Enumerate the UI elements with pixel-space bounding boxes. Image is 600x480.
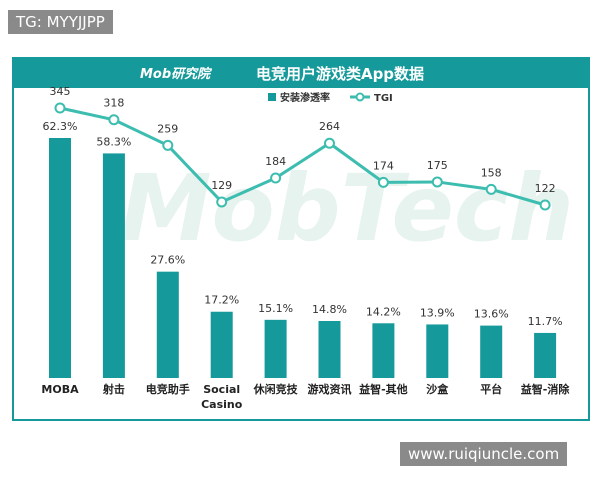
bar bbox=[372, 323, 395, 378]
data-label: 15.1% bbox=[258, 302, 293, 315]
data-label: 17.2% bbox=[204, 294, 239, 307]
x-tick-label: 益智-其他 bbox=[359, 383, 408, 396]
data-label: 318 bbox=[103, 97, 124, 110]
data-label: 129 bbox=[211, 179, 232, 192]
tgi-line bbox=[59, 106, 546, 207]
x-tick-label: 益智-消除 bbox=[520, 383, 570, 396]
x-tick-label: 沙盒 bbox=[426, 383, 449, 396]
data-label: 11.7% bbox=[528, 315, 563, 328]
tgi-point bbox=[377, 176, 389, 188]
tgi-point bbox=[431, 176, 443, 188]
data-label: 58.3% bbox=[96, 135, 131, 148]
data-label: 264 bbox=[319, 120, 340, 133]
tgi-point bbox=[485, 183, 497, 195]
tgi-point bbox=[539, 199, 551, 211]
data-label: 62.3% bbox=[43, 120, 78, 133]
x-tick-label: 休闲竞技 bbox=[253, 383, 298, 396]
data-label: 174 bbox=[373, 159, 394, 172]
data-label: 345 bbox=[50, 85, 71, 98]
logo: Mob研究院 bbox=[140, 66, 213, 82]
bar bbox=[480, 325, 503, 378]
x-tick-label: 电竞助手 bbox=[145, 383, 190, 396]
bar bbox=[102, 153, 125, 378]
data-label: 259 bbox=[157, 122, 178, 135]
watermark: TG: MYYJJPP bbox=[8, 10, 113, 34]
x-tick-label: MOBA bbox=[41, 383, 79, 396]
data-label: 14.8% bbox=[312, 303, 347, 316]
tgi-point bbox=[216, 196, 228, 208]
bar bbox=[318, 320, 341, 378]
legend-swatch bbox=[268, 93, 276, 101]
bar bbox=[210, 311, 233, 378]
data-label: 27.6% bbox=[150, 254, 185, 267]
tgi-point bbox=[54, 102, 66, 114]
legend-label: 安装渗透率 bbox=[280, 91, 330, 104]
chart-title: 电竞用户游戏类App数据 bbox=[256, 65, 424, 83]
tgi-point bbox=[324, 137, 335, 149]
data-label: 14.2% bbox=[366, 305, 401, 318]
data-label: 175 bbox=[427, 159, 448, 172]
data-label: 122 bbox=[535, 182, 556, 195]
tgi-point bbox=[108, 114, 120, 126]
bar bbox=[49, 138, 71, 378]
x-tick-label: 射击 bbox=[102, 383, 125, 396]
tgi-point bbox=[270, 172, 282, 184]
x-tick-label: Social Casino bbox=[201, 383, 243, 411]
data-label: 13.6% bbox=[474, 308, 509, 321]
tgi-point bbox=[162, 139, 174, 151]
x-tick-label: 平台 bbox=[480, 383, 503, 396]
bar bbox=[156, 271, 179, 378]
bar bbox=[264, 319, 287, 378]
x-tick-label: 游戏资讯 bbox=[307, 383, 352, 396]
background-watermark: MobTech bbox=[120, 155, 574, 262]
bar bbox=[534, 332, 557, 378]
title-band bbox=[13, 58, 589, 88]
legend-label: TGI bbox=[374, 93, 393, 104]
footer-url: www.ruiqiuncle.com bbox=[400, 442, 568, 466]
bar bbox=[426, 324, 449, 378]
data-label: 184 bbox=[265, 155, 286, 168]
data-label: 13.9% bbox=[420, 306, 455, 319]
data-label: 158 bbox=[481, 166, 502, 179]
legend-marker bbox=[355, 92, 365, 102]
